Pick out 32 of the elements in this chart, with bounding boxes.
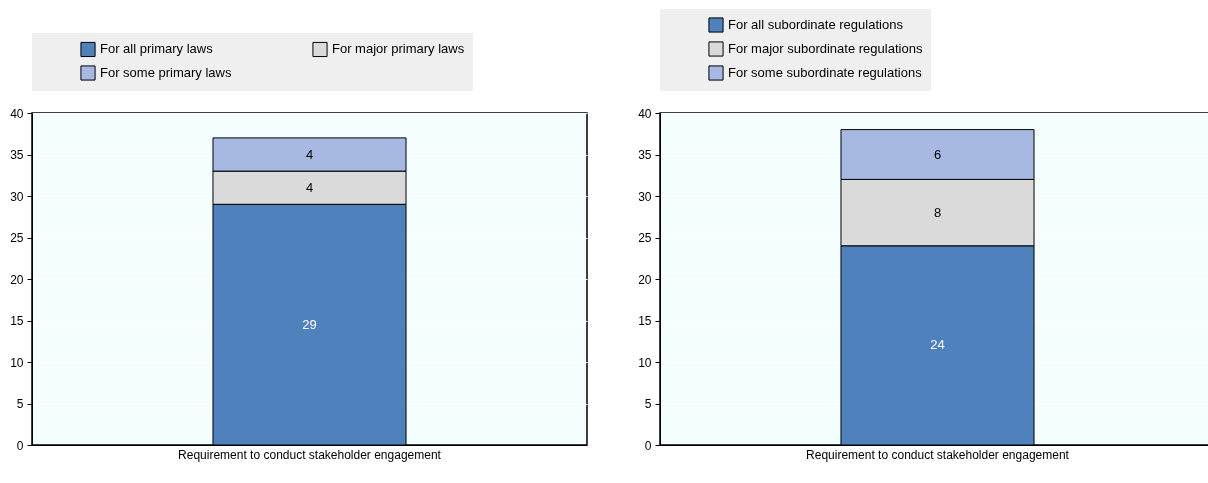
y-tick-label: 30 (10, 189, 24, 204)
data-label: 8 (933, 204, 942, 220)
y-tick-label: 10 (10, 355, 24, 370)
y-tick-label: 10 (638, 355, 652, 370)
x-tick-label: Requirement to conduct stakeholder engagement (178, 447, 442, 462)
data-label: 24 (930, 337, 945, 353)
y-tick-label: 40 (10, 106, 24, 121)
y-tick-label: 35 (10, 148, 24, 162)
y-tick-label: 25 (638, 231, 652, 245)
y-tick-label: 35 (638, 148, 652, 162)
data-label: 4 (305, 179, 314, 195)
legend-label: For all primary laws (100, 41, 214, 57)
y-tick-label: 30 (638, 189, 652, 204)
y-tick-label: 0 (16, 438, 24, 453)
data-label: 29 (302, 316, 317, 332)
legend-label: For all subordinate regulations (728, 17, 904, 32)
y-tick-label: 0 (644, 438, 652, 453)
y-tick-label: 15 (638, 314, 652, 328)
legend-label: For some primary laws (100, 65, 232, 80)
legend-label: For major primary laws (332, 41, 465, 57)
y-tick-label: 5 (16, 397, 24, 411)
data-label: 4 (305, 146, 314, 162)
legend-label: For some subordinate regulations (728, 65, 923, 80)
x-tick-label: Requirement to conduct stakeholder engagement (806, 447, 1070, 462)
y-tick-label: 40 (638, 106, 652, 121)
data-label: 6 (933, 146, 942, 162)
y-tick-label: 25 (10, 231, 24, 245)
y-tick-label: 20 (10, 272, 24, 287)
y-tick-label: 5 (644, 397, 652, 411)
y-tick-label: 20 (638, 272, 652, 287)
legend-label: For major subordinate regulations (728, 41, 923, 56)
y-tick-label: 15 (10, 314, 24, 328)
